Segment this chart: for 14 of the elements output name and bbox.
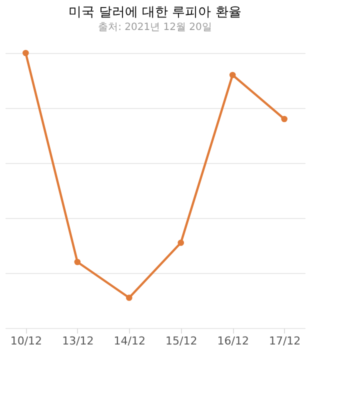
point [281, 116, 288, 122]
x-tick-label: 17/12 [268, 334, 301, 348]
chart-subtitle: 출처: 2021년 12월 20일 [98, 22, 212, 33]
x-tick-label: 15/12 [166, 334, 198, 348]
x-tick-label: 13/12 [62, 334, 94, 348]
x-tick-label: 16/12 [217, 334, 249, 348]
chart-title: 미국 달러에 대한 루피아 환율 [68, 4, 242, 20]
point [126, 294, 132, 301]
x-tick-label: 14/12 [114, 334, 146, 348]
point [74, 258, 81, 266]
point [229, 72, 236, 78]
point [22, 50, 29, 56]
point [178, 240, 184, 246]
x-tick-label: 10/12 [10, 334, 42, 348]
